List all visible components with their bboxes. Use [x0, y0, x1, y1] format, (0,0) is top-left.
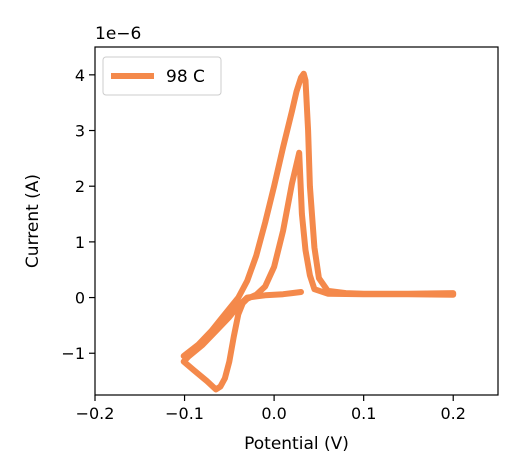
y-axis-label: Current (A)	[23, 174, 43, 268]
legend-label: 98 C	[166, 67, 205, 87]
x-axis-ticks: −0.2 −0.1 0.0 0.1 0.2	[76, 395, 466, 423]
x-tick-label: −0.2	[76, 404, 115, 423]
legend: 98 C	[102, 56, 222, 96]
x-tick-label: −0.1	[165, 404, 204, 423]
y-tick-label: 4	[75, 66, 85, 85]
series-line-98c	[180, 70, 457, 393]
y-tick-label: 0	[75, 289, 85, 308]
y-axis-ticks: −1 0 1 2 3 4	[61, 66, 95, 363]
x-tick-label: 0.2	[440, 404, 465, 423]
y-tick-label: 1	[75, 233, 85, 252]
series-layer	[180, 70, 457, 393]
x-tick-label: 0.1	[351, 404, 376, 423]
y-tick-label: 2	[75, 177, 85, 196]
y-tick-label: 3	[75, 122, 85, 141]
x-tick-label: 0.0	[261, 404, 286, 423]
y-offset-label: 1e−6	[95, 24, 141, 44]
legend-box	[102, 56, 222, 96]
y-tick-label: −1	[61, 344, 85, 363]
plot-frame	[94, 46, 499, 396]
x-axis-label: Potential (V)	[244, 434, 349, 454]
